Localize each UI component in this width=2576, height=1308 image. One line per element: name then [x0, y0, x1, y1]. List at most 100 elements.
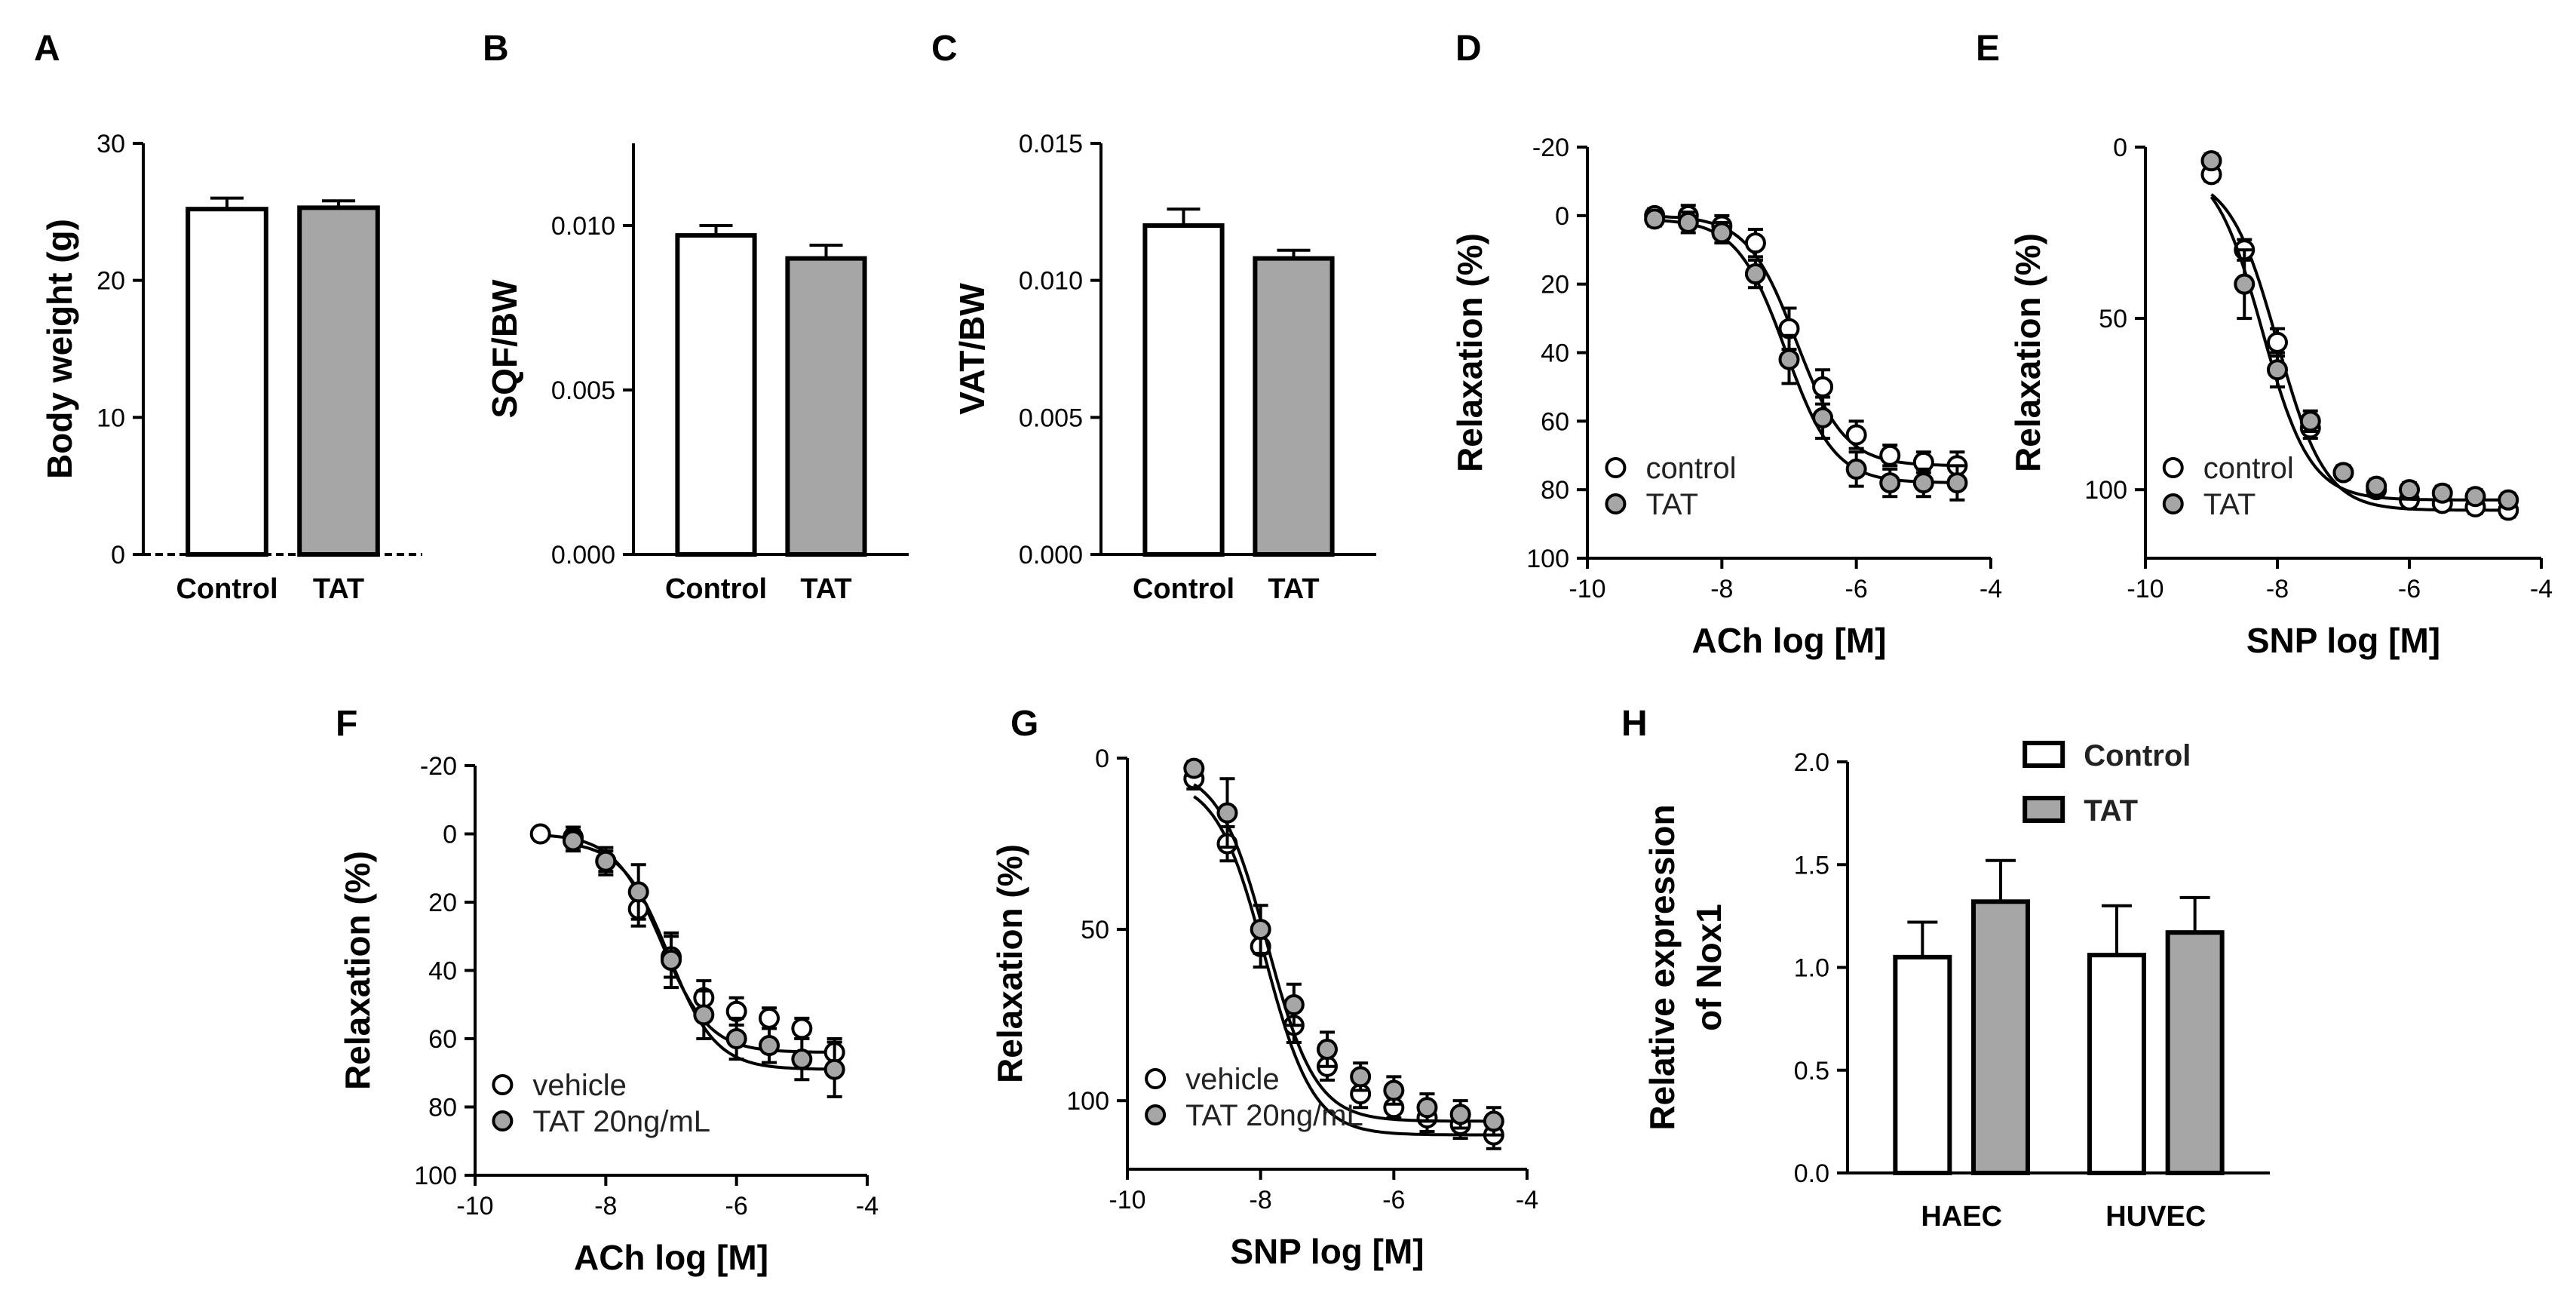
- x-category-label: TAT: [800, 573, 851, 605]
- y-tick-label: 0.5: [1794, 1057, 1829, 1085]
- data-point: [1744, 263, 1766, 285]
- x-tick-label: -6: [725, 1192, 748, 1220]
- fit-curve-vehicle: [1193, 795, 1494, 1137]
- y-tick-label: 50: [1081, 916, 1109, 944]
- x-tick-label: -6: [2398, 575, 2421, 603]
- data-point: [1644, 208, 1666, 230]
- data-point: [2431, 482, 2453, 504]
- y-axis-title: Relaxation (%): [338, 851, 377, 1090]
- x-axis-title: SNP log [M]: [2246, 621, 2440, 660]
- fit-curve-tat: [2210, 195, 2509, 502]
- y-tick-label: 20: [97, 267, 125, 296]
- x-category-label: TAT: [1268, 573, 1319, 605]
- y-tick-label: 0.005: [1019, 404, 1083, 432]
- data-point: [2464, 486, 2486, 508]
- y-tick-label: 60: [1541, 407, 1569, 436]
- data-point: [2299, 410, 2321, 432]
- y-tick-label: 0: [443, 821, 457, 849]
- legend-marker: [1145, 1068, 1167, 1089]
- x-category-label: Control: [665, 573, 767, 605]
- data-point: [1483, 1110, 1504, 1132]
- bar-haec-control: [1893, 954, 1952, 1175]
- y-tick-label: 100: [1066, 1087, 1109, 1116]
- y-axis-title: of Nox1: [1689, 904, 1728, 1031]
- y-tick-label: 10: [97, 404, 125, 432]
- data-point: [1812, 376, 1834, 398]
- fit-curve-control: [1654, 214, 1958, 467]
- data-point: [661, 949, 682, 971]
- y-tick-label: -20: [1532, 134, 1569, 162]
- data-point: [2366, 475, 2387, 497]
- legend-label: TAT: [2084, 794, 2138, 827]
- legend-marker: [492, 1110, 514, 1131]
- x-tick-label: -8: [594, 1192, 617, 1220]
- x-tick-label: -4: [856, 1192, 879, 1220]
- panel-g: G 0 50 100 Relaxation (%) -10 -8 -6 -4 SNP log [M…: [990, 704, 1538, 1271]
- bar-tat: [297, 205, 380, 557]
- fit-curve-tat-20ng-ml: [1193, 783, 1494, 1123]
- y-tick-label: 100: [1526, 545, 1569, 573]
- legend-label: vehicle: [532, 1069, 627, 1102]
- data-point: [791, 1018, 813, 1039]
- panel-b: B 0.000 0.005 0.010 SQF/BW Control TAT: [483, 29, 909, 605]
- x-tick-label: -10: [456, 1192, 493, 1220]
- data-point: [563, 830, 584, 852]
- data-point: [693, 1004, 715, 1026]
- panel-f: F -20 0 20 40 60 80 100 Relaxation (%) -10 -8 -6 -4 A…: [336, 704, 879, 1277]
- y-axis-title: Relaxation (%): [2008, 233, 2047, 472]
- y-tick-label: 0.000: [551, 541, 615, 570]
- bar-tat: [785, 256, 867, 557]
- bar-huvec-control: [2087, 953, 2146, 1176]
- data-point: [1216, 802, 1238, 824]
- panel-letter: A: [34, 29, 60, 69]
- y-tick-label: 0.015: [1019, 130, 1083, 158]
- x-axis-title: ACh log [M]: [574, 1238, 768, 1277]
- x-category-label: Control: [1133, 573, 1234, 605]
- legend-label: TAT: [1645, 488, 1698, 521]
- data-point: [1845, 458, 1867, 480]
- panel-letter: G: [1010, 704, 1038, 744]
- y-tick-label: 1.5: [1794, 851, 1829, 880]
- data-point: [1317, 1039, 1338, 1061]
- x-axis-title: SNP log [M]: [1230, 1232, 1424, 1271]
- y-tick-label: 0: [1095, 745, 1109, 773]
- legend-label: control: [1645, 452, 1736, 485]
- y-tick-label: 2.0: [1794, 748, 1829, 777]
- x-tick-label: -4: [1980, 575, 2002, 603]
- data-point: [2200, 150, 2222, 172]
- legend-marker: [1605, 457, 1627, 478]
- y-tick-label: -20: [420, 752, 457, 781]
- legend-label: TAT: [2203, 488, 2256, 521]
- data-point: [1879, 472, 1901, 494]
- fit-curve-vehicle: [540, 834, 835, 1054]
- data-point: [1812, 407, 1834, 428]
- legend-label: control: [2203, 452, 2294, 485]
- data-point: [529, 823, 551, 845]
- x-category-label: Control: [176, 573, 278, 605]
- x-tick-label: -8: [1250, 1186, 1272, 1214]
- y-tick-label: 0: [2113, 134, 2127, 162]
- x-tick-label: -4: [2530, 575, 2553, 603]
- x-tick-label: -8: [2266, 575, 2289, 603]
- y-axis-title: Relaxation (%): [1450, 233, 1489, 472]
- y-tick-label: 1.0: [1794, 954, 1829, 983]
- data-point: [1250, 919, 1271, 941]
- data-point: [595, 850, 617, 872]
- bar-haec-tat: [1971, 899, 2031, 1176]
- x-tick-label: -8: [1710, 575, 1733, 603]
- legend-marker: [1145, 1104, 1167, 1125]
- data-point: [759, 1035, 780, 1057]
- y-tick-label: 100: [2084, 476, 2127, 505]
- data-point: [1283, 994, 1305, 1015]
- panel-a: A 0 10 20 30 Body weight (g) Control TAT: [34, 29, 422, 605]
- y-tick-label: 60: [428, 1025, 457, 1054]
- data-point: [725, 1028, 747, 1049]
- panel-h: H 0.0 0.5 1.0 1.5 2.0 Relative expression of No…: [1621, 704, 2270, 1233]
- bar-tat: [1253, 256, 1335, 557]
- x-tick-label: -4: [1516, 1186, 1538, 1214]
- y-tick-label: 0: [111, 541, 125, 570]
- y-tick-label: 20: [1541, 271, 1569, 299]
- data-point: [759, 1007, 780, 1029]
- data-point: [627, 881, 649, 903]
